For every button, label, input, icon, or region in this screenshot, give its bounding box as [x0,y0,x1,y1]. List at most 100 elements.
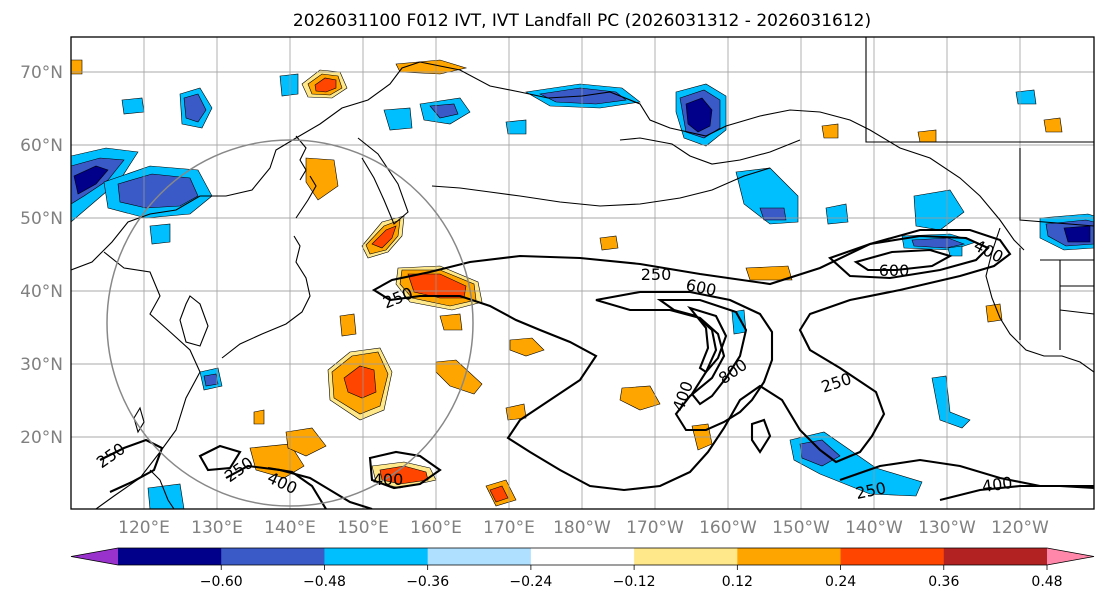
state-border [865,37,1094,143]
map-gridlines [71,37,1094,509]
coastline-asia [71,61,421,271]
colorbar-tick-label: −0.36 [406,574,449,590]
lon-label: 160°W [699,518,757,538]
lon-label: 140°W [845,518,903,538]
contour-400 [827,234,990,280]
contour-label: 400 [373,470,404,489]
colorbar-tick-label: 0.48 [1031,574,1062,590]
coastline-aleutians [431,167,771,207]
contour-400 [267,466,327,509]
colorbar-bin [324,548,429,565]
ocean-background [71,37,1094,509]
state-border [1019,148,1094,227]
contour-250 [371,228,1012,492]
ivt-positive-patch [314,77,337,93]
ivt-negative-patch [759,207,787,221]
contour-400 [939,484,1094,502]
map-area: 250 250 250 250 250 250 600 600 400 400 … [71,37,1094,509]
lon-label: 160°E [410,518,462,538]
ivt-negative-patch [799,439,841,467]
longitude-labels: 120°E 130°E 140°E 150°E 160°E 170°E 180°… [118,518,1049,538]
lat-label: 20°N [20,428,63,448]
colorbar-tick-label: 0.12 [722,574,753,590]
coastline-philippines [149,469,175,509]
lat-label: 40°N [20,282,63,302]
lon-label: 120°E [118,518,170,538]
map-frame [70,36,1095,510]
lon-label: 140°E [264,518,316,538]
lon-label: 170°E [483,518,535,538]
lat-label: 30°N [20,355,63,375]
contour-800 [687,305,728,374]
colorbar-tick-label: 0.36 [928,574,959,590]
coastline-taiwan [133,406,145,434]
lat-label: 60°N [20,136,63,156]
colorbar-tick-label: 0.24 [825,574,856,590]
contour-250 [368,450,442,490]
colorbar-tick-label: −0.60 [200,574,243,590]
colorbar-bin [840,548,945,565]
colorbar-tick-label: −0.48 [303,574,346,590]
colorbar-bin [427,548,532,565]
coastline-japan [221,235,311,359]
colorbar-bin [530,548,635,565]
ivt-negative-patch [911,237,966,249]
contour-label: 400 [981,473,1014,496]
ivt-positive-patch [985,303,1003,323]
ivt-negative-patch [73,165,109,195]
ivt-negative-patch [279,73,299,97]
colorbar-bin [221,548,325,565]
lon-label: 180°W [553,518,611,538]
colorbar-extend-high [1047,548,1094,565]
lon-label: 150°W [772,518,830,538]
ivt-positive-patch [339,313,357,337]
lon-label: 130°E [191,518,243,538]
ivt-positive-patch [745,265,793,281]
colorbar-outline [70,547,1095,566]
ivt-positive-patch [505,403,527,421]
colorbar-tick-label: −0.24 [509,574,552,590]
landfall-radius-circle [106,139,474,507]
contour-250 [750,418,772,454]
ivt-negative-patch [383,107,413,131]
contour-label: 250 [641,265,672,284]
contour-250 [198,444,242,472]
contour-250 [225,464,373,509]
ivt-positive-patch [509,337,545,357]
ivt-positive-patch [343,365,377,399]
contour-250 [99,438,164,493]
colorbar-tick-label: −0.12 [613,574,656,590]
lat-label: 50°N [20,209,63,229]
colorbar-bin [634,548,738,565]
ivt-negative-patch [931,375,971,429]
colorbar-bin [737,548,842,565]
lon-label: 150°E [337,518,389,538]
ivt-negative-patch [149,223,171,245]
ivt-negative-patch [429,103,459,119]
ivt-negative-patch [117,173,199,209]
lon-label: 120°W [991,518,1049,538]
ivt-negative-patch [825,203,849,225]
coastline-asia [95,251,201,509]
ivt-negative-patch [505,119,527,135]
lon-label: 130°W [918,518,976,538]
ivt-positive-patch [1043,117,1063,133]
lon-label: 170°W [626,518,684,538]
ivt-contours [99,228,1094,509]
colorbar-extend-low [71,548,118,565]
ivt-negative-patch [1015,89,1037,105]
ivt-negative-patch [121,97,145,115]
ivt-positive-patch [71,59,83,75]
colorbar: −0.60 −0.48 −0.36 −0.24 −0.12 0.12 0.24 0.36 0.4… [70,547,1095,590]
ivt-positive-patch [253,409,265,425]
ivt-positive-patch [599,235,619,251]
coastline-alaska [619,137,801,165]
ivt-positive-patch [489,485,509,503]
coastline-sakhalin [295,135,307,181]
coastline-korea [179,295,209,347]
contour-600 [853,248,953,272]
ivt-positive-patch [917,129,937,143]
ivt-negative-patch [947,245,963,257]
ivt-positive-patch [619,385,661,411]
